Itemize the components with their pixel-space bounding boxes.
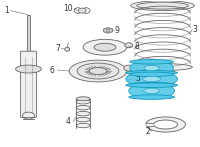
Ellipse shape xyxy=(144,65,159,71)
Ellipse shape xyxy=(130,60,173,76)
Ellipse shape xyxy=(129,83,174,99)
Ellipse shape xyxy=(76,123,90,128)
Text: 10: 10 xyxy=(63,4,73,13)
Text: 6: 6 xyxy=(50,66,55,75)
Ellipse shape xyxy=(129,82,174,87)
Text: 4: 4 xyxy=(66,117,71,126)
Ellipse shape xyxy=(78,8,86,13)
Text: 3: 3 xyxy=(193,25,198,34)
Ellipse shape xyxy=(89,68,107,75)
Ellipse shape xyxy=(65,47,70,51)
Ellipse shape xyxy=(76,100,90,104)
Ellipse shape xyxy=(137,2,188,9)
Ellipse shape xyxy=(16,65,41,73)
Ellipse shape xyxy=(76,97,90,101)
Ellipse shape xyxy=(131,1,194,11)
Ellipse shape xyxy=(106,29,110,32)
Ellipse shape xyxy=(125,43,133,48)
Text: 9: 9 xyxy=(114,26,119,35)
Ellipse shape xyxy=(143,76,161,82)
Bar xyxy=(27,15,30,59)
Text: 1: 1 xyxy=(4,6,9,15)
Ellipse shape xyxy=(76,105,90,110)
Ellipse shape xyxy=(126,83,177,87)
Ellipse shape xyxy=(76,111,90,116)
Ellipse shape xyxy=(83,39,127,55)
Ellipse shape xyxy=(76,117,90,122)
Ellipse shape xyxy=(130,72,173,77)
FancyBboxPatch shape xyxy=(21,51,36,118)
Ellipse shape xyxy=(130,60,173,64)
Ellipse shape xyxy=(124,65,134,71)
Text: 2: 2 xyxy=(145,127,150,136)
Ellipse shape xyxy=(133,64,192,71)
Text: 5: 5 xyxy=(135,74,140,83)
Ellipse shape xyxy=(126,70,177,75)
Ellipse shape xyxy=(69,60,127,82)
Polygon shape xyxy=(146,117,185,132)
Ellipse shape xyxy=(129,95,174,99)
Text: 7: 7 xyxy=(55,44,60,53)
Ellipse shape xyxy=(94,43,116,51)
Ellipse shape xyxy=(126,71,177,87)
Text: 8: 8 xyxy=(134,42,139,51)
Polygon shape xyxy=(104,28,112,33)
Ellipse shape xyxy=(144,88,160,93)
Ellipse shape xyxy=(77,63,119,79)
